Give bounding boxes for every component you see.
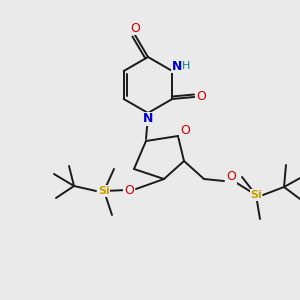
Text: Si: Si [98,186,110,196]
Text: N: N [172,59,182,73]
Text: O: O [196,91,206,103]
Text: O: O [124,184,134,196]
Text: Si: Si [250,190,262,200]
Text: O: O [180,124,190,137]
Text: O: O [226,170,236,184]
Text: N: N [143,112,153,125]
Text: H: H [182,61,190,71]
Text: O: O [130,22,140,34]
